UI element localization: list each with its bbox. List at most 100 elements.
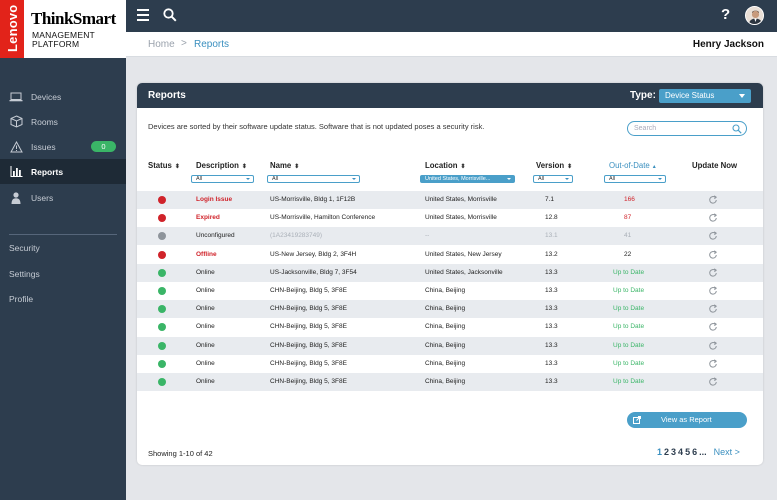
view-as-report-button[interactable]: View as Report (627, 412, 747, 428)
page-link-2[interactable]: 2 (664, 447, 670, 457)
table-row[interactable]: Offline US-New Jersey, Bldg 2, 3F4H United… (137, 246, 763, 264)
filter-description[interactable]: All (191, 175, 254, 183)
top-bar: ? (126, 0, 777, 32)
sidebar-item-label: Users (31, 192, 54, 203)
reports-panel: Reports Type: Device Status Devices are … (137, 83, 763, 465)
refresh-icon[interactable] (708, 213, 718, 225)
table-row[interactable]: Online CHN-Beijing, Bldg 5, 3F8E China, Be… (137, 373, 763, 391)
sidebar-item-reports[interactable]: Reports (0, 159, 126, 184)
panel-description: Devices are sorted by their software upd… (148, 122, 485, 131)
cell-out-of-date: Up to Date (613, 341, 645, 349)
refresh-icon[interactable] (708, 231, 718, 243)
cell-description: Online (196, 268, 215, 276)
refresh-icon[interactable] (708, 249, 718, 262)
cell-version: 13.3 (545, 341, 558, 349)
table-row[interactable]: Unconfigured (1A23419283749) -- 13.1 41 (137, 227, 763, 246)
help-icon[interactable]: ? (721, 6, 731, 23)
status-dot (158, 305, 166, 314)
column-header-description[interactable]: Description ⬍ (196, 161, 247, 170)
table-row[interactable]: Online CHN-Beijing, Bldg 5, 3F8E China, Be… (137, 336, 763, 355)
column-header-out-of-date[interactable]: Out-of-Date ▴ (609, 161, 656, 170)
cell-location: -- (425, 232, 430, 240)
refresh-icon[interactable] (708, 304, 718, 316)
refresh-icon[interactable] (708, 377, 718, 389)
sidebar-item-rooms[interactable]: Rooms (0, 109, 126, 134)
column-header-location[interactable]: Location ⬍ (425, 161, 466, 170)
table-row[interactable]: Online CHN-Beijing, Bldg 5, 3F8E China, Be… (137, 282, 763, 300)
cell-out-of-date: 22 (624, 250, 632, 258)
table-row[interactable]: Online CHN-Beijing, Bldg 5, 3F8E China, Be… (137, 318, 763, 336)
menu-icon[interactable] (137, 9, 149, 21)
cell-description: Online (196, 305, 215, 313)
type-select[interactable]: Device Status (659, 89, 751, 103)
sidebar-link-profile[interactable]: Profile (9, 294, 34, 304)
table-row[interactable]: Expired US-Morrisville, Hamilton Conferen… (137, 209, 763, 227)
sidebar-link-settings[interactable]: Settings (9, 269, 40, 279)
refresh-icon[interactable] (708, 195, 718, 207)
search-input[interactable]: Search (627, 121, 747, 136)
sidebar: Lenovo ThinkSmart MANAGEMENT PLATFORM De… (0, 0, 126, 500)
issues-count-badge: 0 (91, 141, 116, 152)
page-link-5[interactable]: 5 (685, 447, 691, 457)
cell-name: CHN-Beijing, Bldg 5, 3F8E (270, 359, 347, 367)
cell-location: China, Beijing (425, 359, 466, 367)
column-header-status[interactable]: Status ⬍ (148, 161, 180, 170)
external-link-icon (633, 416, 641, 424)
cell-location: China, Beijing (425, 341, 466, 349)
cell-location: United States, Morrisville (425, 196, 497, 203)
page-ellipsis: ... (699, 447, 707, 457)
status-dot (158, 250, 166, 259)
page-link-1[interactable]: 1 (657, 447, 663, 457)
sidebar-item-users[interactable]: Users (0, 185, 126, 210)
column-header-name[interactable]: Name ⬍ (270, 161, 300, 170)
sidebar-link-security[interactable]: Security (9, 243, 40, 253)
column-header-version[interactable]: Version ⬍ (536, 161, 573, 170)
cell-location: United States, Morrisville (425, 214, 497, 222)
page-link-6[interactable]: 6 (692, 447, 698, 457)
refresh-icon[interactable] (708, 359, 718, 371)
cell-name: CHN-Beijing, Bldg 5, 3F8E (270, 323, 347, 331)
search-icon[interactable] (163, 8, 177, 27)
cell-out-of-date: Up to Date (613, 323, 645, 331)
page-link-4[interactable]: 4 (678, 447, 684, 457)
filter-name[interactable]: All (267, 175, 360, 183)
refresh-icon[interactable] (708, 268, 718, 280)
cell-name: (1A23419283749) (270, 232, 323, 240)
next-page-link[interactable]: Next > (713, 447, 740, 457)
table-row[interactable]: Online CHN-Beijing, Bldg 5, 3F8E China, Be… (137, 300, 763, 319)
filter-version[interactable]: All (533, 175, 573, 183)
user-name[interactable]: Henry Jackson (692, 39, 764, 50)
sidebar-item-devices[interactable]: Devices (0, 84, 126, 109)
cell-location: United States, New Jersey (425, 250, 502, 258)
type-label: Type: (630, 90, 656, 101)
filter-location[interactable]: United States, Morrisville... (420, 175, 515, 183)
avatar[interactable] (745, 6, 764, 25)
filter-out-of-date[interactable]: All (604, 175, 666, 183)
cell-name: US-Morrisville, Hamilton Conference (270, 214, 376, 222)
sort-icon: ⬍ (567, 164, 573, 170)
status-dot (158, 214, 166, 223)
breadcrumb-separator: > (181, 38, 187, 49)
sidebar-item-label: Devices (31, 91, 62, 102)
column-header-update-now: Update Now (692, 161, 738, 170)
warning-icon (9, 140, 23, 153)
refresh-icon[interactable] (708, 322, 718, 334)
refresh-icon[interactable] (708, 286, 718, 298)
breadcrumb: Home > Reports Henry Jackson (126, 32, 777, 57)
brand-subtitle-1: MANAGEMENT (32, 30, 95, 40)
cell-out-of-date: Up to Date (613, 287, 645, 294)
breadcrumb-current: Reports (194, 39, 230, 50)
table-row[interactable]: Online CHN-Beijing, Bldg 5, 3F8E China, Be… (137, 355, 763, 373)
cell-name: CHN-Beijing, Bldg 5, 3F8E (270, 341, 347, 349)
sidebar-item-issues[interactable]: Issues 0 (0, 134, 126, 159)
table-row[interactable]: Login Issue US-Morrisville, Bldg 1, 1F12B… (137, 191, 763, 209)
cell-location: United States, Jacksonville (425, 268, 503, 276)
cell-version: 13.3 (545, 287, 558, 294)
table-row[interactable]: Online US-Jacksonville, Bldg 7, 3F54 Unite… (137, 263, 763, 282)
sidebar-item-label: Reports (31, 166, 64, 177)
cell-name: CHN-Beijing, Bldg 5, 3F8E (270, 378, 347, 385)
breadcrumb-home[interactable]: Home (148, 39, 175, 50)
pagination-summary: Showing 1-10 of 42 (148, 449, 213, 458)
page-link-3[interactable]: 3 (671, 447, 677, 457)
refresh-icon[interactable] (708, 340, 718, 353)
